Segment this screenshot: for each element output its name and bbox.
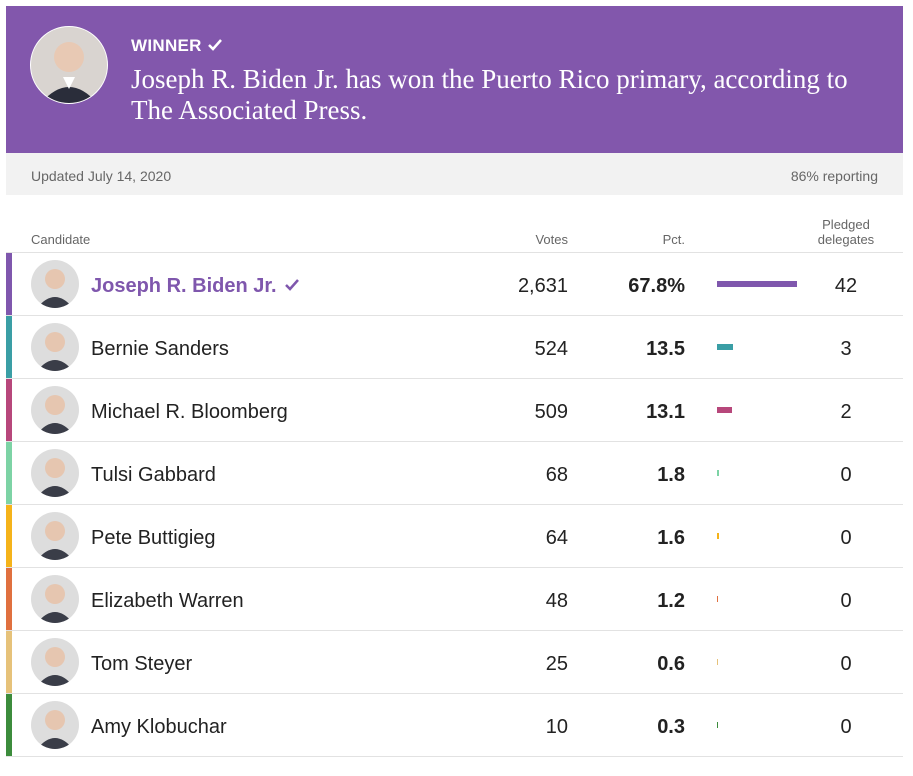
avatar [31,701,79,749]
row-stripe [6,694,12,757]
delegates: 0 [840,590,852,612]
votes: 48 [545,590,568,612]
avatar-art [37,647,73,686]
votes: 68 [545,464,568,486]
votes: 10 [545,716,568,738]
candidate-name-text: Bernie Sanders [91,338,229,360]
delegates: 3 [840,338,852,360]
row-stripe [6,316,12,379]
winner-label: WINNER [131,36,202,55]
candidate-row: Amy Klobuchar 10 0.3 0 [6,693,903,757]
avatar [31,575,79,623]
delegates: 0 [840,527,852,549]
avatar [31,449,79,497]
winner-check [284,279,299,291]
row-stripe [6,631,12,694]
candidate-row: Elizabeth Warren 48 1.2 0 [6,567,903,631]
pct-bar [717,596,719,602]
header-candidate: Candidate [31,232,91,247]
pct: 1.6 [657,527,685,549]
pct-bar [717,470,720,476]
delegates: 42 [834,275,858,297]
votes: 524 [534,338,568,360]
winner-banner: WINNER Joseph R. Biden Jr. has won the P… [6,6,903,153]
candidate-name: Tulsi Gabbard [91,464,216,487]
avatar [31,512,79,560]
delegates: 0 [840,653,852,675]
pct-bar [717,533,719,539]
candidate-name-text: Michael R. Bloomberg [91,401,288,423]
candidate-row: Pete Buttigieg 64 1.6 0 [6,504,903,568]
updated: Updated July 14, 2020 [31,168,172,184]
delegates: 0 [840,464,852,486]
candidate-name: Michael R. Bloomberg [91,401,288,424]
pct: 0.6 [657,653,685,675]
pct: 1.8 [657,464,685,486]
table-bottom-rule [6,756,903,757]
votes: 509 [534,401,568,423]
candidate-name: Joseph R. Biden Jr. [91,275,303,298]
candidate-name: Amy Klobuchar [91,716,227,739]
check-icon [207,39,222,51]
delegates: 0 [840,716,852,738]
avatar-art [37,710,73,749]
header-pct: Pct. [662,232,685,247]
candidate-row: Joseph R. Biden Jr. 2,631 67.8% 42 [6,252,903,316]
candidate-name-text: Pete Buttigieg [91,527,216,549]
votes: 2,631 [517,275,568,297]
candidate-name: Tom Steyer [91,653,192,676]
headline: Joseph R. Biden Jr. has won the Puerto R… [131,64,848,125]
avatar-art [37,269,73,308]
avatar-art [37,458,73,497]
avatar [31,386,79,434]
candidate-row: Tulsi Gabbard 68 1.8 0 [6,441,903,505]
pct: 67.8% [628,275,685,297]
avatar-art [37,521,73,560]
candidate-row: Michael R. Bloomberg 509 13.1 2 [6,378,903,442]
avatar [31,260,79,308]
candidate-name-text: Tom Steyer [91,653,193,675]
row-stripe [6,379,12,442]
row-stripe [6,253,12,316]
candidate-row: Tom Steyer 25 0.6 0 [6,630,903,694]
candidate-name-text: Elizabeth Warren [91,590,244,612]
avatar-art [37,395,73,434]
pct-bar [717,281,797,287]
winner-label-wrap: WINNER [131,36,223,56]
pct: 13.5 [646,338,685,360]
pct-bar [717,407,733,413]
avatar-art [37,332,73,371]
candidate-name-text: Joseph R. Biden Jr. [91,275,277,297]
row-stripe [6,505,12,568]
header-delegates: Pledged delegates [817,217,875,247]
pct-bar [717,344,733,350]
candidate-name: Pete Buttigieg [91,527,216,550]
candidate-name: Elizabeth Warren [91,590,244,613]
row-stripe [6,442,12,505]
status-bar: Updated July 14, 2020 86% reporting [6,153,903,195]
pct: 0.3 [657,716,685,738]
row-stripe [6,568,12,631]
delegates: 2 [840,401,852,423]
header-votes: Votes [535,232,568,247]
pct-bar [717,659,718,665]
pct: 13.1 [646,401,685,423]
candidate-name-text: Tulsi Gabbard [91,464,216,486]
avatar-art [37,584,73,623]
pct: 1.2 [657,590,685,612]
candidate-row: Bernie Sanders 524 13.5 3 [6,315,903,379]
photo-art [41,42,97,103]
votes: 64 [545,527,568,549]
avatar [31,323,79,371]
votes: 25 [545,653,568,675]
avatar [31,638,79,686]
candidate-name-text: Amy Klobuchar [91,716,227,738]
winner-photo [30,26,108,104]
candidate-name: Bernie Sanders [91,338,229,361]
reporting: 86% reporting [790,168,878,184]
